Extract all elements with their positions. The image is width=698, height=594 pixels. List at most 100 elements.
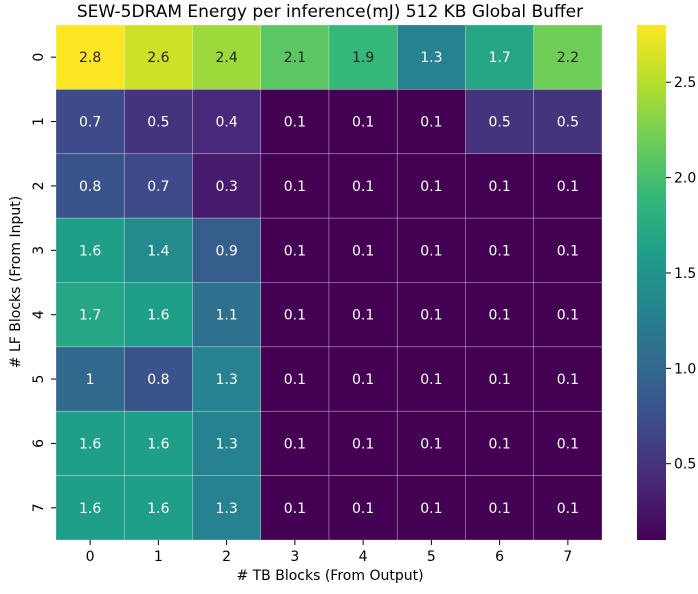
heatmap-cell [123, 24, 193, 90]
cell-value-label: 1.6 [147, 501, 169, 517]
x-tick-label: 5 [427, 549, 436, 565]
heatmap-cell [328, 282, 398, 348]
heatmap-cell [123, 346, 193, 412]
heatmap-cell [465, 89, 535, 155]
heatmap-cell [192, 24, 262, 90]
heatmap-cell [55, 410, 125, 476]
cell-value-label: 0.1 [284, 436, 306, 452]
y-tick-label: 2 [31, 181, 47, 190]
heatmap-cell [192, 475, 262, 541]
heatmap-cell [328, 217, 398, 283]
x-tick-label: 7 [563, 549, 572, 565]
cell-value-label: 1.3 [215, 501, 237, 517]
cell-value-label: 1.6 [79, 243, 101, 259]
cell-value-label: 0.1 [420, 372, 442, 388]
cell-value-label: 0.1 [557, 308, 579, 324]
cell-value-label: 0.1 [420, 436, 442, 452]
heatmap-cell [328, 89, 398, 155]
cell-value-label: 1.3 [420, 50, 442, 66]
cell-value-label: 1 [86, 372, 95, 388]
cell-value-label: 0.1 [352, 436, 374, 452]
heatmap-cell-labels: 2.8 2.6 2.4 2.1 1.9 1.3 1.7 2.2 0.7 0.5 0.4 0.1 0.1 0… [79, 50, 579, 517]
heatmap-cell [55, 153, 125, 219]
heatmap-cell [533, 89, 603, 155]
cell-value-label: 0.1 [352, 243, 374, 259]
cell-value-label: 0.1 [352, 179, 374, 195]
heatmap-cell [260, 89, 330, 155]
chart-title: SEW-5DRAM Energy per inference(mJ) 512 K… [77, 2, 583, 22]
y-tick-label: 5 [31, 375, 47, 384]
heatmap-cell [328, 346, 398, 412]
heatmap-cell [465, 153, 535, 219]
heatmap-cells [55, 24, 603, 541]
cell-value-label: 0.9 [215, 243, 237, 259]
heatmap-cell [465, 217, 535, 283]
cell-value-label: 0.1 [557, 372, 579, 388]
cell-value-label: 0.1 [420, 115, 442, 131]
cell-value-label: 0.1 [557, 243, 579, 259]
heatmap-cell [533, 346, 603, 412]
heatmap-cell [533, 282, 603, 348]
cell-value-label: 1.9 [352, 50, 374, 66]
cell-value-label: 0.1 [284, 372, 306, 388]
cell-value-label: 0.1 [352, 308, 374, 324]
cell-value-label: 0.1 [488, 501, 510, 517]
heatmap-cell [396, 153, 466, 219]
colorbar [637, 25, 666, 540]
cell-value-label: 0.1 [420, 179, 442, 195]
cell-value-label: 0.1 [557, 179, 579, 195]
cell-value-label: 0.1 [284, 501, 306, 517]
cell-value-label: 0.1 [284, 115, 306, 131]
heatmap-cell [396, 282, 466, 348]
x-tick-label: 2 [222, 549, 231, 565]
cell-value-label: 0.1 [352, 372, 374, 388]
y-axis-ticks: 0 1 2 3 4 5 6 7 [31, 53, 56, 512]
x-tick-label: 6 [495, 549, 504, 565]
colorbar-tick-label: 1.5 [674, 266, 696, 282]
cell-value-label: 0.7 [147, 179, 169, 195]
x-tick-label: 1 [154, 549, 163, 565]
heatmap-cell [533, 24, 603, 90]
heatmap-cell [192, 153, 262, 219]
heatmap-cell [260, 217, 330, 283]
heatmap-cell [328, 475, 398, 541]
heatmap-cell [396, 89, 466, 155]
cell-value-label: 0.1 [352, 115, 374, 131]
heatmap-cell [465, 410, 535, 476]
cell-value-label: 1.6 [147, 308, 169, 324]
cell-value-label: 0.1 [488, 179, 510, 195]
y-tick-label: 4 [31, 310, 47, 319]
y-tick-label: 6 [31, 439, 47, 448]
cell-value-label: 0.1 [488, 436, 510, 452]
cell-value-label: 2.4 [215, 50, 237, 66]
cell-value-label: 0.1 [557, 436, 579, 452]
heatmap-cell [328, 24, 398, 90]
x-tick-label: 0 [86, 549, 95, 565]
heatmap-cell [260, 282, 330, 348]
y-tick-label: 3 [31, 246, 47, 255]
x-axis-label: # TB Blocks (From Output) [236, 568, 423, 584]
cell-value-label: 2.1 [284, 50, 306, 66]
cell-value-label: 1.3 [215, 436, 237, 452]
heatmap-cell [533, 475, 603, 541]
heatmap-cell [396, 346, 466, 412]
cell-value-label: 1.6 [147, 436, 169, 452]
cell-value-label: 0.1 [488, 308, 510, 324]
heatmap-cell [55, 217, 125, 283]
heatmap-cell [260, 24, 330, 90]
heatmap-cell [192, 282, 262, 348]
cell-value-label: 1.1 [215, 308, 237, 324]
heatmap-cell [192, 410, 262, 476]
cell-value-label: 1.4 [147, 243, 169, 259]
cell-value-label: 0.1 [420, 308, 442, 324]
y-tick-label: 0 [31, 53, 47, 62]
heatmap-cell [192, 346, 262, 412]
heatmap-cell [260, 153, 330, 219]
cell-value-label: 0.4 [215, 115, 237, 131]
cell-value-label: 2.6 [147, 50, 169, 66]
heatmap-cell [328, 153, 398, 219]
cell-value-label: 0.1 [284, 243, 306, 259]
cell-value-label: 0.1 [557, 501, 579, 517]
cell-value-label: 0.8 [147, 372, 169, 388]
